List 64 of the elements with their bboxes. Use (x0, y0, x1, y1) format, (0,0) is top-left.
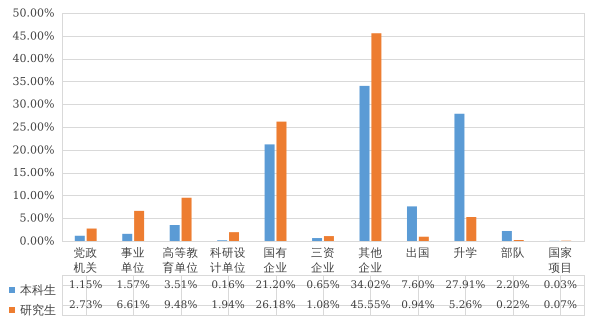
data-label: 1.94% (211, 299, 245, 311)
bar (324, 236, 334, 241)
legend-label: 研究生 (20, 303, 56, 317)
x-tick-label: 出国 (406, 246, 430, 260)
data-label: 6.61% (116, 299, 150, 311)
bar (406, 206, 417, 241)
y-tick-label: 0.00% (20, 234, 54, 248)
x-tick-label: 国家项目 (548, 246, 572, 274)
data-label: 34.02% (350, 279, 390, 291)
bar (454, 114, 464, 241)
data-label: 0.94% (401, 299, 435, 311)
data-label: 0.03% (544, 279, 577, 291)
data-label: 1.15% (69, 279, 102, 291)
y-tick-label: 40.00% (12, 52, 54, 66)
data-label: 27.91% (445, 279, 486, 291)
x-tick-label: 部队 (500, 246, 525, 260)
y-tick-label: 45.00% (12, 29, 54, 42)
data-label: 1.57% (116, 279, 150, 291)
y-tick-label: 25.00% (12, 120, 54, 134)
y-tick-label: 10.00% (12, 188, 54, 202)
bar (229, 232, 240, 241)
bar (360, 86, 370, 241)
x-tick-label: 党政机关 (74, 246, 98, 274)
bar (122, 234, 132, 241)
bar (170, 224, 180, 241)
bar (276, 122, 286, 241)
x-tick-label: 其他企业 (358, 246, 382, 274)
data-label: 7.60% (401, 279, 435, 291)
data-label: 0.16% (211, 279, 245, 291)
bar (74, 236, 85, 241)
data-label: 0.65% (306, 279, 340, 291)
bar (371, 33, 382, 241)
data-label: 5.26% (448, 299, 482, 311)
y-tick-label: 35.00% (12, 74, 54, 88)
data-label: 26.18% (256, 299, 296, 311)
x-tick-label: 三资企业 (311, 246, 335, 274)
bar (182, 198, 192, 241)
x-tick-label: 国有企业 (264, 246, 288, 274)
data-label: 45.55% (350, 299, 390, 311)
y-tick-label: 20.00% (12, 143, 54, 156)
bar (86, 228, 97, 241)
data-label: 0.22% (496, 299, 530, 311)
x-tick-label: 事业单位 (121, 246, 146, 274)
data-label: 1.08% (306, 299, 340, 311)
legend-label: 本科生 (20, 283, 56, 297)
bar (466, 217, 476, 241)
x-tick-label: 高等教育单位 (162, 246, 199, 274)
bar (312, 238, 322, 241)
bar (134, 210, 144, 241)
bar (502, 230, 512, 241)
bar (418, 236, 429, 241)
y-tick-label: 30.00% (12, 98, 54, 111)
y-tick-label: 50.00% (12, 6, 54, 20)
data-label: 2.73% (69, 299, 102, 311)
y-tick-label: 5.00% (20, 212, 54, 225)
x-tick-label: 升学 (453, 246, 478, 260)
y-tick-label: 15.00% (12, 166, 54, 180)
data-label: 21.20% (256, 279, 296, 291)
bar (264, 144, 275, 241)
data-label: 0.07% (544, 299, 577, 311)
data-label: 3.51% (164, 279, 198, 291)
data-label: 2.20% (496, 279, 530, 291)
data-label: 9.48% (164, 299, 198, 311)
x-tick-label: 科研设计单位 (210, 246, 246, 274)
